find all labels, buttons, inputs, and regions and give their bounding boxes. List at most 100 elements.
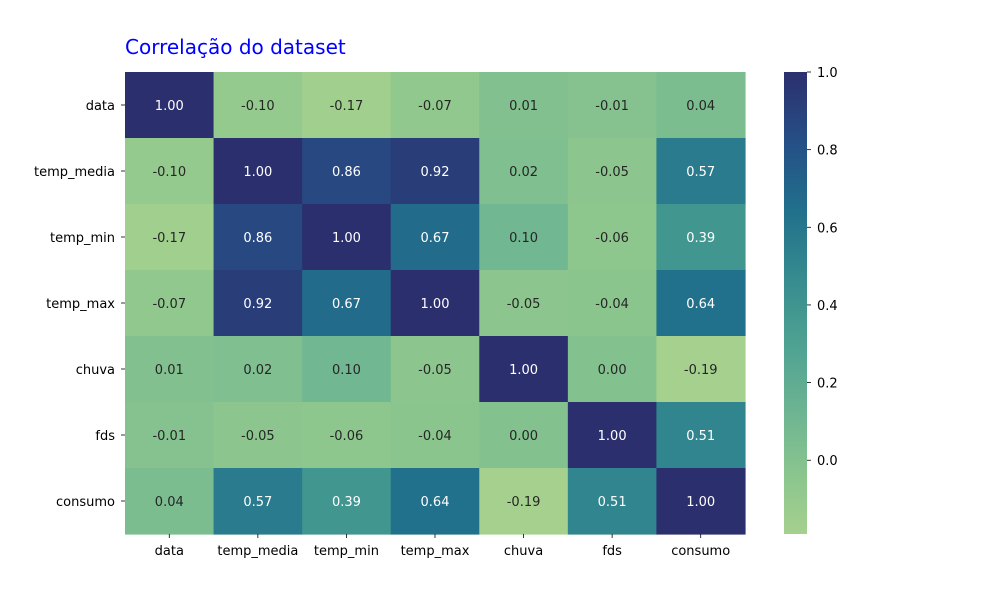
heatmap-value-label: 0.39 — [332, 495, 361, 510]
heatmap-value-label: 0.67 — [421, 231, 450, 246]
heatmap-cell — [567, 204, 658, 271]
colorbar-tick-label: 0.8 — [817, 144, 838, 159]
heatmap-value-label: -0.10 — [152, 165, 186, 180]
heatmap-cell — [390, 138, 480, 205]
heatmap-cell — [479, 72, 569, 139]
heatmap-value-label: -0.07 — [418, 99, 452, 114]
y-tick-label: temp_media — [34, 165, 115, 180]
heatmap-cell — [125, 204, 215, 271]
y-tick-label: consumo — [56, 495, 115, 510]
heatmap-value-label: 0.10 — [332, 363, 361, 378]
heatmap-cell — [302, 72, 392, 139]
heatmap-cell — [390, 402, 480, 469]
y-tick-label: temp_min — [50, 231, 115, 246]
heatmap-cell — [567, 270, 658, 337]
heatmap-value-label: 1.00 — [509, 363, 538, 378]
heatmap-value-label: -0.17 — [152, 231, 186, 246]
heatmap-value-label: 0.04 — [686, 99, 715, 114]
heatmap-value-label: 0.64 — [421, 495, 450, 510]
heatmap-value-label: -0.10 — [241, 99, 275, 114]
x-axis-ticks: data temp_media temp_min temp_max chuva fds co… — [155, 534, 730, 559]
heatmap-cell — [479, 138, 569, 205]
heatmap-value-label: 0.64 — [686, 297, 715, 312]
chart-title: Correlação do dataset — [125, 35, 346, 59]
heatmap-cell — [302, 138, 392, 205]
y-tick-label: fds — [95, 429, 115, 444]
heatmap-value-label: -0.17 — [330, 99, 364, 114]
colorbar-tick-label: 0.0 — [817, 454, 838, 469]
heatmap-value-label: 1.00 — [686, 495, 715, 510]
heatmap-value-label: 0.86 — [243, 231, 272, 246]
heatmap-value-label: -0.06 — [330, 429, 364, 444]
heatmap-cell — [302, 468, 392, 535]
heatmap-value-label: -0.06 — [595, 231, 629, 246]
heatmap-cell — [567, 468, 658, 535]
x-tick-label: temp_max — [401, 544, 470, 559]
heatmap-cell — [213, 402, 303, 469]
heatmap-cell — [479, 402, 569, 469]
x-tick-label: temp_media — [217, 544, 298, 559]
heatmap-value-label: -0.04 — [595, 297, 629, 312]
heatmap-value-label: 0.01 — [509, 99, 538, 114]
colorbar-tick-label: 0.6 — [817, 221, 838, 236]
heatmap-cell — [125, 138, 215, 205]
heatmap-value-label: 0.51 — [686, 429, 715, 444]
heatmap-value-label: -0.05 — [241, 429, 275, 444]
heatmap-value-label: 0.39 — [686, 231, 715, 246]
heatmap-value-label: 0.02 — [509, 165, 538, 180]
colorbar-tick-label: 1.0 — [817, 66, 838, 81]
heatmap-value-label: 1.00 — [155, 99, 184, 114]
heatmap-value-label: 1.00 — [421, 297, 450, 312]
x-tick-label: chuva — [504, 544, 543, 559]
colorbar: 0.0 0.2 0.4 0.6 0.8 1.0 — [784, 66, 838, 534]
heatmap-cell — [125, 270, 215, 337]
heatmap-cell — [567, 336, 658, 403]
heatmap-cell — [479, 270, 569, 337]
heatmap-value-label: 0.10 — [509, 231, 538, 246]
heatmap-cell — [302, 402, 392, 469]
heatmap-value-label: -0.19 — [507, 495, 541, 510]
heatmap-value-label: 0.00 — [509, 429, 538, 444]
heatmap-value-label: -0.05 — [595, 165, 629, 180]
colorbar-tick-label: 0.2 — [817, 377, 838, 392]
heatmap-cells — [125, 72, 746, 535]
heatmap-value-label: 0.57 — [243, 495, 272, 510]
heatmap-value-label: 0.67 — [332, 297, 361, 312]
heatmap-value-label: 0.00 — [598, 363, 627, 378]
y-tick-label: data — [86, 99, 115, 114]
heatmap-cell — [656, 402, 746, 469]
x-tick-label: fds — [602, 544, 622, 559]
heatmap-cell — [390, 270, 480, 337]
heatmap-value-label: -0.07 — [152, 297, 186, 312]
heatmap-cell — [567, 138, 658, 205]
heatmap-cell — [213, 468, 303, 535]
heatmap-cell — [479, 468, 569, 535]
heatmap-value-label: -0.05 — [418, 363, 452, 378]
heatmap-cell — [213, 72, 303, 139]
heatmap-value-label: 0.86 — [332, 165, 361, 180]
heatmap-cell — [213, 204, 303, 271]
heatmap-cell — [213, 336, 303, 403]
heatmap-value-label: 0.92 — [421, 165, 450, 180]
heatmap-value-label: 1.00 — [332, 231, 361, 246]
heatmap-cell — [125, 468, 215, 535]
heatmap-cell — [302, 336, 392, 403]
x-tick-label: temp_min — [314, 544, 379, 559]
heatmap-cell — [567, 402, 658, 469]
heatmap-value-label: 0.01 — [155, 363, 184, 378]
heatmap-cell — [302, 204, 392, 271]
heatmap-value-label: -0.04 — [418, 429, 452, 444]
heatmap-value-label: 1.00 — [243, 165, 272, 180]
heatmap-cell — [656, 204, 746, 271]
heatmap-cell — [567, 72, 658, 139]
x-tick-label: consumo — [671, 544, 730, 559]
heatmap-value-label: 0.92 — [243, 297, 272, 312]
heatmap-cell — [390, 204, 480, 271]
heatmap-cell — [479, 336, 569, 403]
x-tick-label: data — [155, 544, 184, 559]
colorbar-ticks: 0.0 0.2 0.4 0.6 0.8 1.0 — [807, 66, 838, 469]
heatmap-cell — [390, 468, 480, 535]
heatmap-cell — [213, 270, 303, 337]
